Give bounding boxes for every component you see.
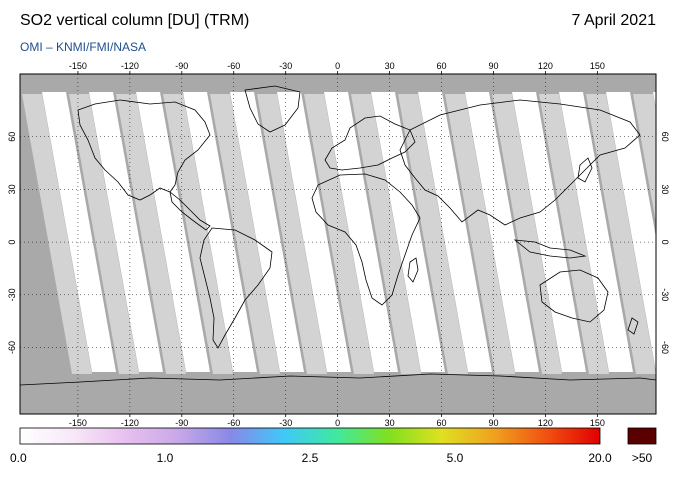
gap-band <box>351 94 421 374</box>
lon-label-bottom: 150 <box>590 418 605 428</box>
gap-band <box>69 94 139 374</box>
colorbar-label: 0.0 <box>10 451 27 465</box>
lon-label-top: 150 <box>590 61 605 71</box>
lon-label-bottom: 0 <box>335 418 340 428</box>
lat-label-left: 30 <box>7 184 17 194</box>
lon-label-bottom: -90 <box>175 418 188 428</box>
gap-band <box>210 94 280 374</box>
coast-europe <box>324 115 416 171</box>
lon-label-top: -120 <box>121 61 139 71</box>
swath-layer <box>42 92 656 372</box>
coast-asia <box>399 99 641 226</box>
lon-label-bottom: -30 <box>279 418 292 428</box>
coast-south-america <box>199 227 273 349</box>
gap-band <box>586 94 656 374</box>
lat-label-right: 0 <box>660 240 670 245</box>
coast-north-america <box>77 99 211 201</box>
lon-label-top: -30 <box>279 61 292 71</box>
lat-label-right: -30 <box>660 288 670 301</box>
coast-japan <box>577 157 593 183</box>
lon-label-top: 60 <box>437 61 447 71</box>
swath-band <box>42 92 116 372</box>
coastlines <box>20 85 656 386</box>
lon-label-top: -60 <box>227 61 240 71</box>
gap-band <box>163 94 233 374</box>
colorbar-overflow <box>627 427 657 445</box>
swath-band <box>465 92 539 372</box>
swath-band <box>324 92 398 372</box>
swath-band <box>183 92 257 372</box>
axis-ticks: -150 -150 -120 -120 -90 -90 -60 -60 -30 -30 0 0 30 30… <box>7 61 670 428</box>
gap-band <box>539 94 609 374</box>
lat-label-left: -30 <box>7 288 17 301</box>
swath-band <box>653 92 656 109</box>
lon-label-top: 30 <box>385 61 395 71</box>
colorbar-label: 5.0 <box>447 451 464 465</box>
lon-label-top: 120 <box>538 61 553 71</box>
gap-band <box>445 94 515 374</box>
colorbar-labels: 0.0 1.0 2.5 5.0 20.0 <box>10 451 612 465</box>
swath-band <box>418 92 492 372</box>
swath-band <box>89 92 163 372</box>
coast-new-zealand <box>627 317 639 335</box>
colorbar-label: 1.0 <box>157 451 174 465</box>
map-source: OMI – KNMI/FMI/NASA <box>20 40 147 54</box>
lon-label-top: -150 <box>69 61 87 71</box>
coast-australia <box>539 269 609 323</box>
lat-label-left: 60 <box>7 132 17 142</box>
lat-label-right: 30 <box>660 184 670 194</box>
swath-band <box>559 92 633 372</box>
graticule <box>20 74 656 414</box>
lat-label-left: -60 <box>7 341 17 354</box>
swath-band <box>277 92 351 372</box>
colorbar-label: 20.0 <box>588 451 612 465</box>
coast-madagascar <box>407 257 419 283</box>
light-gap-layer <box>22 94 656 374</box>
lon-label-bottom: 120 <box>538 418 553 428</box>
map-content <box>20 74 656 414</box>
gap-band <box>257 94 327 374</box>
lon-label-top: 90 <box>488 61 498 71</box>
lon-label-bottom: 60 <box>437 418 447 428</box>
gap-band <box>22 94 92 374</box>
lon-label-top: 0 <box>335 61 340 71</box>
lon-label-bottom: -120 <box>121 418 139 428</box>
coast-indonesia <box>513 239 587 259</box>
lat-label-right: -60 <box>660 341 670 354</box>
gap-band <box>398 94 468 374</box>
lon-label-bottom: -60 <box>227 418 240 428</box>
lat-label-right: 60 <box>660 132 670 142</box>
swath-band <box>512 92 586 372</box>
lon-label-bottom: -150 <box>69 418 87 428</box>
gap-band <box>633 94 656 223</box>
lat-label-left: 0 <box>7 240 17 245</box>
coast-greenland <box>244 85 301 133</box>
map-title: SO2 vertical column [DU] (TRM) <box>20 12 250 29</box>
colorbar <box>19 427 601 445</box>
colorbar-label: 2.5 <box>302 451 319 465</box>
map-date: 7 April 2021 <box>571 12 656 29</box>
gap-band <box>116 94 186 374</box>
lon-label-top: -90 <box>175 61 188 71</box>
coast-antarctica <box>20 373 656 386</box>
colorbar-overflow-label: >50 <box>632 451 653 465</box>
swath-band <box>136 92 210 372</box>
lon-label-bottom: 30 <box>385 418 395 428</box>
coast-central-america <box>169 191 211 231</box>
swath-band <box>606 92 656 372</box>
gap-band <box>304 94 374 374</box>
lon-label-bottom: 90 <box>488 418 498 428</box>
